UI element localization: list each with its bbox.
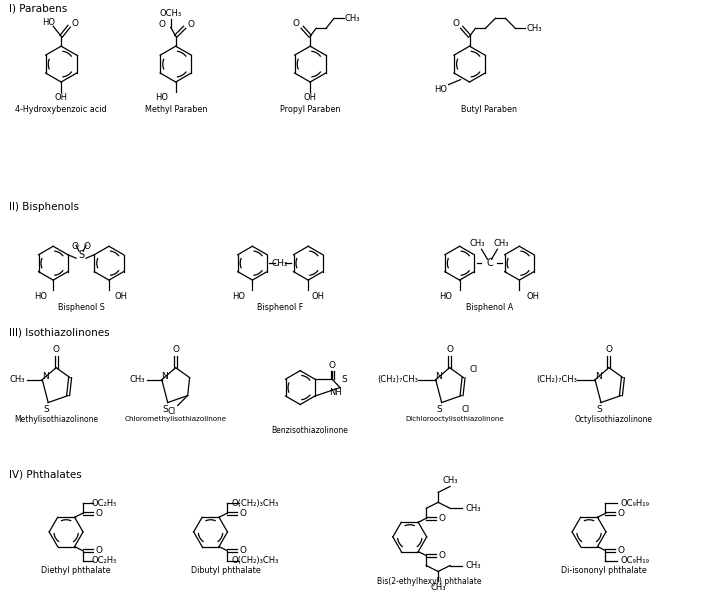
Text: Cl: Cl (470, 365, 477, 374)
Text: OH: OH (115, 291, 128, 300)
Text: O: O (439, 514, 446, 523)
Text: CH₃: CH₃ (494, 239, 509, 248)
Text: O: O (446, 346, 453, 355)
Text: O(CH₂)₃CH₃: O(CH₂)₃CH₃ (231, 499, 278, 508)
Text: Bisphenol S: Bisphenol S (58, 303, 105, 312)
Text: OH: OH (304, 93, 316, 103)
Text: O: O (605, 346, 612, 355)
Text: II) Bisphenols: II) Bisphenols (9, 203, 79, 212)
Text: CH₃: CH₃ (527, 24, 542, 33)
Text: CH₃: CH₃ (430, 583, 446, 592)
Text: O: O (240, 509, 247, 518)
Text: Methylisothiazolinone: Methylisothiazolinone (14, 415, 98, 424)
Text: IV) Phthalates: IV) Phthalates (9, 469, 82, 479)
Text: CH₃: CH₃ (344, 14, 360, 23)
Text: Diethyl phthalate: Diethyl phthalate (41, 566, 111, 575)
Text: Dichlorooctylisothiazolinone: Dichlorooctylisothiazolinone (405, 417, 504, 423)
Text: C: C (486, 258, 493, 268)
Text: O: O (95, 546, 102, 555)
Text: O: O (439, 551, 446, 560)
Text: Benzisothiazolinone: Benzisothiazolinone (272, 426, 349, 435)
Text: Dibutyl phthalate: Dibutyl phthalate (191, 566, 260, 575)
Text: HO: HO (34, 291, 47, 300)
Text: N: N (595, 372, 601, 381)
Text: NH: NH (329, 388, 342, 397)
Text: O: O (84, 242, 91, 251)
Text: O(CH₂)₃CH₃: O(CH₂)₃CH₃ (231, 556, 278, 565)
Text: CH₂: CH₂ (272, 259, 289, 268)
Text: OH: OH (311, 291, 325, 300)
Text: CH₃: CH₃ (129, 375, 145, 384)
Text: CH₃: CH₃ (465, 504, 481, 513)
Text: Propyl Paraben: Propyl Paraben (280, 106, 340, 115)
Text: Cl: Cl (461, 405, 470, 414)
Text: Methyl Paraben: Methyl Paraben (145, 106, 207, 115)
Text: HO: HO (155, 93, 168, 103)
Text: CH₃: CH₃ (465, 561, 481, 570)
Text: O: O (240, 546, 247, 555)
Text: (CH₂)₇CH₃: (CH₂)₇CH₃ (378, 375, 418, 384)
Text: (CH₂)₇CH₃: (CH₂)₇CH₃ (537, 375, 578, 384)
Text: S: S (44, 405, 49, 414)
Text: O: O (72, 242, 79, 251)
Text: HO: HO (41, 18, 55, 27)
Text: Butyl Paraben: Butyl Paraben (461, 106, 517, 115)
Text: O: O (452, 19, 459, 28)
Text: OCH₃: OCH₃ (160, 9, 182, 18)
Text: III) Isothiazolinones: III) Isothiazolinones (9, 328, 110, 338)
Text: HO: HO (232, 291, 245, 300)
Text: OC₉H₁₉: OC₉H₁₉ (621, 556, 650, 565)
Text: Octylisothiazolinone: Octylisothiazolinone (575, 415, 653, 424)
Text: O: O (53, 346, 60, 355)
Text: S: S (163, 405, 169, 414)
Text: S: S (78, 250, 84, 260)
Text: O: O (187, 20, 194, 29)
Text: O: O (158, 20, 165, 29)
Text: S: S (341, 375, 347, 384)
Text: Bisphenol A: Bisphenol A (466, 303, 513, 312)
Text: OC₂H₅: OC₂H₅ (91, 499, 117, 508)
Text: OC₂H₅: OC₂H₅ (91, 556, 117, 565)
Text: HO: HO (439, 291, 452, 300)
Text: O: O (72, 19, 79, 28)
Text: N: N (162, 372, 168, 381)
Text: CH₃: CH₃ (442, 476, 458, 485)
Text: CH₃: CH₃ (470, 239, 485, 248)
Text: OH: OH (55, 93, 67, 103)
Text: N: N (42, 372, 49, 381)
Text: Chloromethylisothiazolinone: Chloromethylisothiazolinone (124, 417, 227, 423)
Text: OH: OH (527, 291, 540, 300)
Text: O: O (618, 546, 625, 555)
Text: CH₃: CH₃ (10, 375, 25, 384)
Text: Di-isononyl phthalate: Di-isononyl phthalate (561, 566, 647, 575)
Text: O: O (292, 19, 299, 28)
Text: Cl: Cl (167, 407, 176, 416)
Text: O: O (172, 346, 179, 355)
Text: 4-Hydroxybenzoic acid: 4-Hydroxybenzoic acid (15, 106, 107, 115)
Text: O: O (618, 509, 625, 518)
Text: HO: HO (434, 85, 447, 94)
Text: Bisphenol F: Bisphenol F (257, 303, 304, 312)
Text: S: S (437, 405, 442, 414)
Text: OC₉H₁₉: OC₉H₁₉ (621, 499, 650, 508)
Text: O: O (328, 361, 335, 370)
Text: Bis(2-ethylhexyl) phthalate: Bis(2-ethylhexyl) phthalate (378, 577, 482, 586)
Text: I) Parabens: I) Parabens (9, 4, 67, 13)
Text: O: O (95, 509, 102, 518)
Text: S: S (596, 405, 602, 414)
Text: N: N (435, 372, 442, 381)
